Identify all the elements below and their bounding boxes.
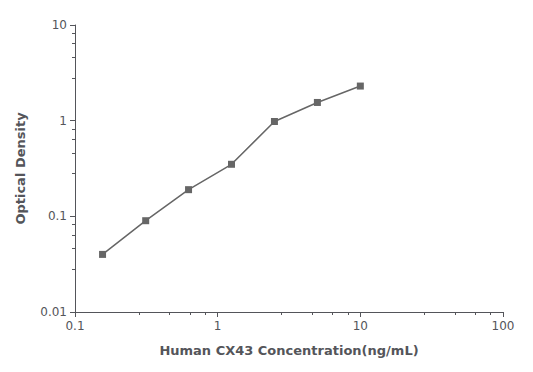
svg-text:Optical Density: Optical Density [13, 112, 28, 225]
svg-text:1: 1 [214, 319, 222, 333]
svg-text:0.1: 0.1 [65, 319, 84, 333]
svg-text:Human CX43 Concentration(ng/mL: Human CX43 Concentration(ng/mL) [159, 343, 418, 358]
svg-text:10: 10 [353, 319, 368, 333]
svg-text:10: 10 [52, 18, 67, 32]
svg-text:0.01: 0.01 [40, 305, 67, 319]
svg-text:0.1: 0.1 [48, 209, 67, 223]
svg-text:100: 100 [492, 319, 515, 333]
svg-text:1: 1 [59, 114, 67, 128]
